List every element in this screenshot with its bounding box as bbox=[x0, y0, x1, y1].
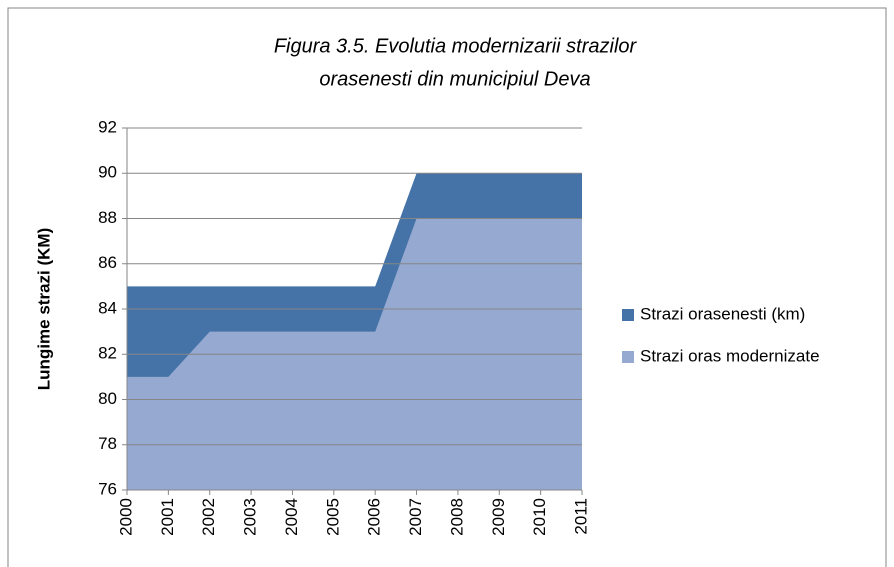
x-tick-label: 2004 bbox=[282, 498, 301, 536]
x-tick-label: 2010 bbox=[530, 498, 549, 536]
legend-label: Strazi orasenesti (km) bbox=[640, 304, 805, 323]
x-tick-label: 2007 bbox=[406, 498, 425, 536]
x-tick-label: 2002 bbox=[199, 498, 218, 536]
y-tick-label: 78 bbox=[98, 434, 117, 453]
y-axis-label: Lungime strazi (KM) bbox=[34, 228, 53, 390]
x-tick-label: 2011 bbox=[571, 498, 590, 535]
y-tick-label: 86 bbox=[98, 253, 117, 272]
y-tick-label: 90 bbox=[98, 163, 117, 182]
x-tick-label: 2009 bbox=[489, 498, 508, 536]
x-tick-label: 2006 bbox=[365, 498, 384, 536]
x-tick-label: 2008 bbox=[447, 498, 466, 536]
y-tick-label: 92 bbox=[98, 117, 117, 136]
y-tick-label: 80 bbox=[98, 389, 117, 408]
x-tick-label: 2003 bbox=[241, 498, 260, 536]
legend-label: Strazi oras modernizate bbox=[640, 346, 820, 365]
x-tick-label: 2000 bbox=[116, 498, 135, 536]
chart-title: orasenesti din municipiul Deva bbox=[319, 68, 590, 90]
y-tick-label: 82 bbox=[98, 344, 117, 363]
chart-frame bbox=[7, 7, 887, 567]
legend-swatch bbox=[622, 309, 634, 321]
legend-swatch bbox=[622, 351, 634, 363]
x-tick-label: 2005 bbox=[323, 498, 342, 536]
x-tick-label: 2001 bbox=[158, 498, 177, 536]
y-tick-label: 76 bbox=[98, 479, 117, 498]
chart-title: Figura 3.5. Evolutia modernizarii strazi… bbox=[274, 35, 638, 57]
y-tick-label: 88 bbox=[98, 208, 117, 227]
y-tick-label: 84 bbox=[98, 298, 117, 317]
